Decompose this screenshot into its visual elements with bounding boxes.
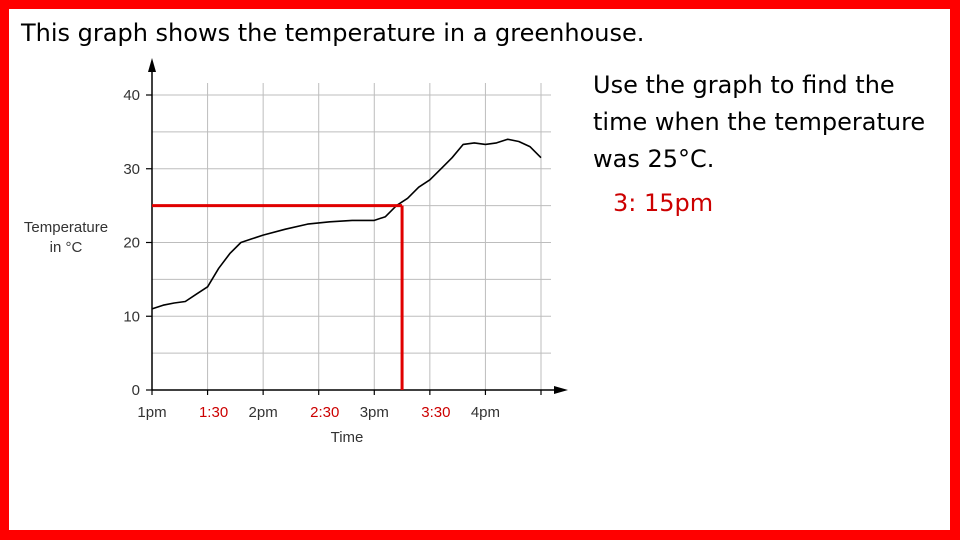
x-axis-arrow	[554, 386, 568, 394]
y-tick-label: 0	[132, 382, 140, 399]
y-axis-arrow	[148, 58, 156, 72]
chart-series	[151, 138, 542, 310]
y-axis-label-line2: in °C	[50, 239, 83, 256]
slide-title: This graph shows the temperature in a gr…	[21, 19, 645, 47]
chart-axes	[148, 58, 568, 394]
y-tick-label: 20	[123, 235, 140, 252]
x-axis-label: Time	[331, 429, 364, 446]
chart-ticks: 0 10 20 30 40 1pm 2pm 3pm 4pm 1:30 2:30 3:30	[123, 87, 542, 421]
x-halfhour-label: 3:30	[421, 404, 450, 421]
x-halfhour-label: 1:30	[199, 404, 228, 421]
temperature-line	[151, 138, 542, 310]
chart-grid	[152, 83, 551, 390]
x-tick-label: 3pm	[360, 404, 389, 421]
x-halfhour-label: 2:30	[310, 404, 339, 421]
x-tick-label: 2pm	[249, 404, 278, 421]
y-tick-label: 40	[123, 87, 140, 104]
question-text: Use the graph to find the time when the …	[593, 71, 926, 173]
chart-annotation	[152, 204, 404, 390]
x-tick-label: 4pm	[471, 404, 500, 421]
y-tick-label: 30	[123, 161, 140, 178]
x-tick-label: 1pm	[137, 404, 166, 421]
answer-text: 3: 15pm	[613, 189, 714, 217]
y-tick-label: 10	[123, 308, 140, 325]
y-axis-label-line1: Temperature	[24, 219, 108, 236]
